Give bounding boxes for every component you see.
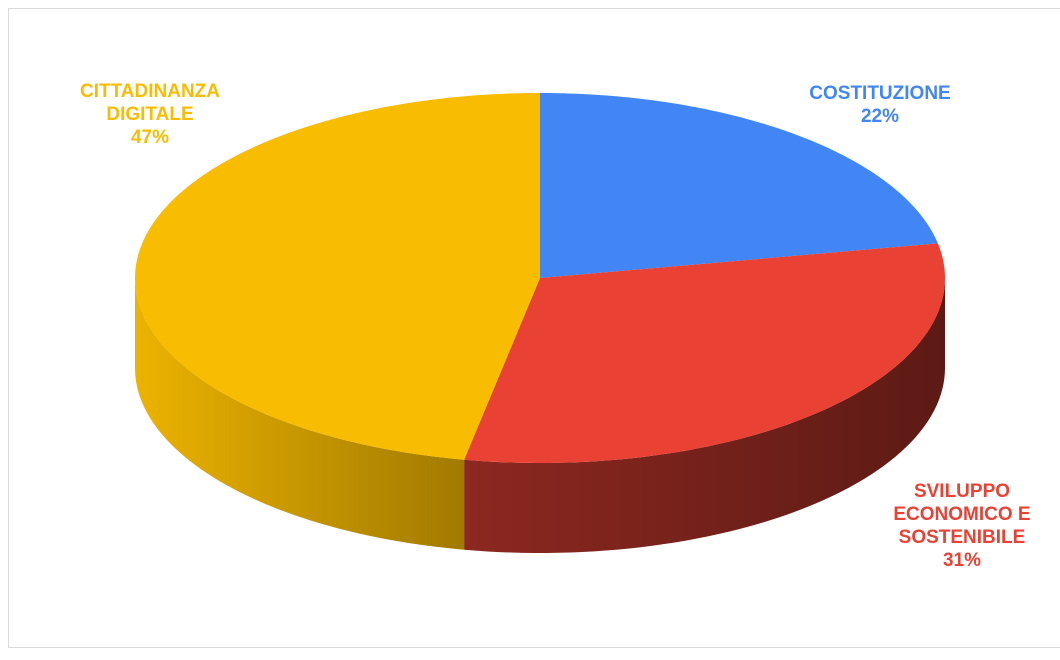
slice (464, 243, 945, 463)
data-label: COSTITUZIONE 22% (795, 82, 965, 128)
data-label: CITTADINANZA DIGITALE 47% (35, 80, 265, 149)
chart-frame (8, 8, 1060, 648)
slice-sides (135, 278, 945, 553)
slice-side (464, 278, 945, 553)
value-label: 47% (130, 127, 170, 148)
category-name: COSTITUZIONE (809, 83, 951, 104)
category-name: CITTADINANZA DIGITALE (79, 81, 220, 125)
slice (540, 93, 938, 278)
slice-tops (135, 93, 945, 463)
slice-side (135, 278, 465, 550)
category-name: SVILUPPO ECONOMICO E SOSTENIBILE (893, 481, 1031, 548)
value-label: 22% (860, 106, 900, 127)
slice (135, 93, 541, 460)
value-label: 31% (942, 550, 982, 571)
data-label: SVILUPPO ECONOMICO E SOSTENIBILE 31% (862, 480, 1060, 572)
